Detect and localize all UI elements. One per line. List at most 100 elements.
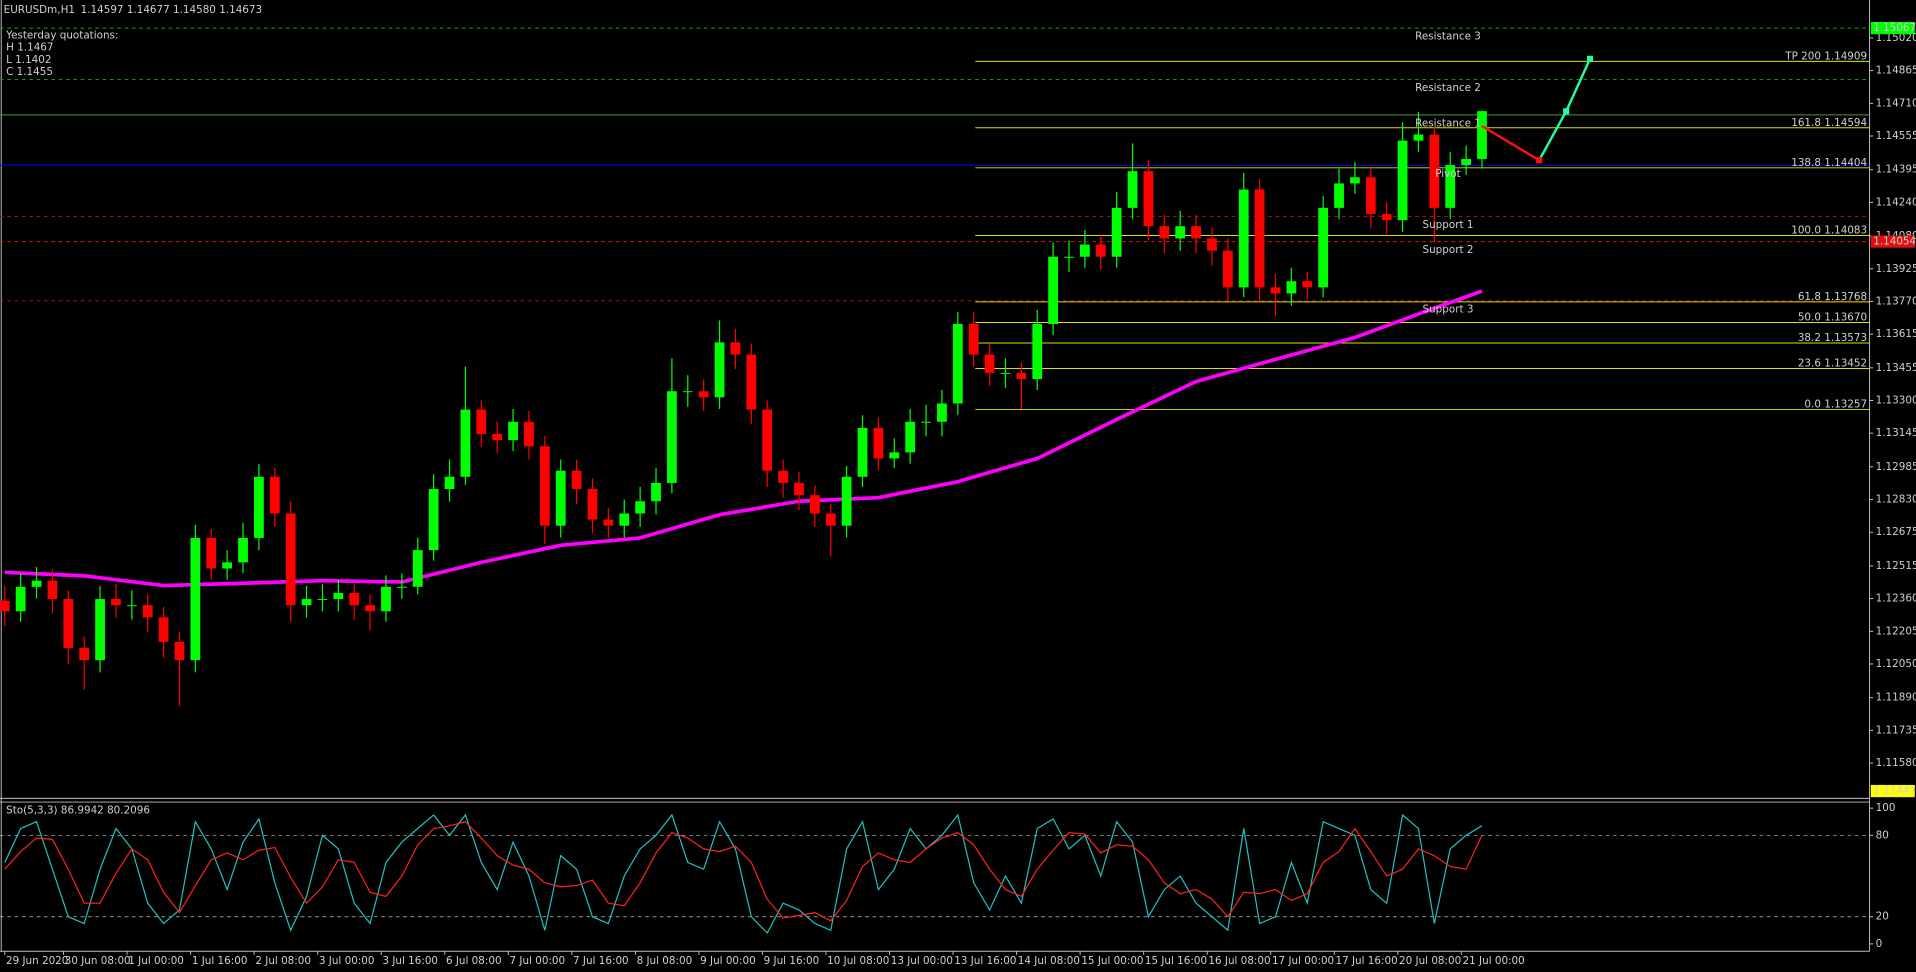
candle-body xyxy=(1365,177,1376,214)
x-tick-label: 16 Jul 08:00 xyxy=(1208,955,1270,967)
candle-body xyxy=(238,537,248,563)
projection-point xyxy=(1536,157,1543,164)
y-tick-label: 20 xyxy=(1876,911,1889,923)
candle-body xyxy=(396,586,407,588)
candle-body xyxy=(1429,134,1440,208)
candle-body xyxy=(254,476,264,538)
y-tick-label: 80 xyxy=(1876,829,1889,841)
candle-body xyxy=(571,470,582,490)
fib-level-label: 61.8 1.13768 xyxy=(1798,291,1867,303)
candle-body xyxy=(1477,111,1487,159)
candle-body xyxy=(142,605,153,618)
candle-body xyxy=(619,513,630,526)
candle-body xyxy=(1048,256,1059,324)
candle-body xyxy=(428,489,439,551)
x-tick-label: 1 Jul 16:00 xyxy=(192,955,248,967)
candle-body xyxy=(444,476,455,490)
candle-body xyxy=(508,421,518,441)
pivot-level-label: Resistance 2 xyxy=(1415,82,1481,94)
y-tick-label: 1.12050 xyxy=(1876,658,1916,670)
candle-body xyxy=(412,550,423,587)
candle-body xyxy=(984,354,995,373)
indicator-line xyxy=(4,813,1483,935)
x-tick-label: 8 Jul 08:00 xyxy=(637,955,693,967)
annotation: H 1.1467 xyxy=(6,42,53,54)
candle-body xyxy=(1111,207,1122,257)
pivot-level-label: Support 2 xyxy=(1423,244,1474,256)
candle-body xyxy=(285,513,296,606)
candle-body xyxy=(460,409,471,477)
y-tick-label: 1.14240 xyxy=(1876,196,1916,208)
candle-body xyxy=(873,427,884,459)
y-tick-label: 0 xyxy=(1876,938,1883,950)
indicator-title: Sto(5,3,3) 86.9942 80.2096 xyxy=(6,805,150,817)
candle-body xyxy=(31,580,42,587)
fib-level-label: 23.6 1.13452 xyxy=(1798,358,1867,370)
x-tick-label: 3 Jul 16:00 xyxy=(382,955,438,967)
candle-body xyxy=(381,586,391,612)
candle-body xyxy=(682,391,693,393)
candle-body xyxy=(1222,250,1233,288)
candle-body xyxy=(333,592,344,600)
price-label-box xyxy=(1870,784,1915,798)
x-tick-label: 3 Jul 00:00 xyxy=(319,955,375,967)
candle-body xyxy=(1461,158,1471,166)
candle-body xyxy=(635,501,646,514)
x-tick-label: 10 Jul 08:00 xyxy=(827,955,889,967)
candle-body xyxy=(0,600,10,612)
indicator-line xyxy=(4,821,1483,922)
fib-level-label: 0.0 1.13257 xyxy=(1804,399,1867,411)
candle-body xyxy=(937,403,947,422)
fib-level-label: 100.0 1.14083 xyxy=(1791,225,1867,237)
x-tick-label: 6 Jul 08:00 xyxy=(446,955,502,967)
candle-body xyxy=(492,434,503,441)
candle-body xyxy=(1143,171,1154,227)
pivot-level-label: Resistance 3 xyxy=(1415,31,1481,43)
x-tick-label: 13 Jul 16:00 xyxy=(954,955,1016,967)
fib-level-label: 38.2 1.13573 xyxy=(1798,332,1867,344)
candle-body xyxy=(1397,140,1408,221)
candle-body xyxy=(667,391,677,483)
candle-body xyxy=(222,562,233,569)
candle-body xyxy=(539,446,550,526)
candle-body xyxy=(555,470,566,526)
candle-body xyxy=(714,342,725,398)
projection-segment xyxy=(1538,110,1568,161)
fib-level-label: TP 200 1.14909 xyxy=(1784,50,1867,62)
candle-body xyxy=(1175,226,1186,239)
candle-body xyxy=(1445,165,1456,208)
candle-body xyxy=(47,580,58,600)
candle-body xyxy=(778,470,788,483)
pivot-level-label: Support 1 xyxy=(1423,219,1474,231)
candle-body xyxy=(95,599,105,661)
candle-body xyxy=(968,323,979,355)
projection-segment xyxy=(1481,125,1540,162)
candle-body xyxy=(1064,256,1074,258)
candle-body xyxy=(206,537,217,569)
annotation: L 1.1402 xyxy=(6,54,51,66)
x-tick-label: 9 Jul 16:00 xyxy=(764,955,820,967)
candle-body xyxy=(111,599,121,606)
pivot-level-label: Resistance 1 xyxy=(1415,117,1481,129)
candle-body xyxy=(730,342,741,355)
candle-body xyxy=(63,599,74,648)
candle-body xyxy=(1032,323,1043,380)
candle-body xyxy=(762,409,773,471)
candle-body xyxy=(126,605,137,607)
candle-body xyxy=(1207,238,1217,251)
y-tick-label: 1.12515 xyxy=(1876,560,1916,572)
x-tick-label: 15 Jul 16:00 xyxy=(1145,955,1207,967)
moving-average xyxy=(4,289,1483,588)
x-tick-label: 2 Jul 08:00 xyxy=(255,955,311,967)
candle-body xyxy=(269,476,280,514)
candle-body xyxy=(603,519,614,526)
y-tick-label: 100 xyxy=(1876,802,1896,814)
y-tick-label: 1.13615 xyxy=(1876,328,1916,340)
candle-body xyxy=(587,489,598,520)
candle-body xyxy=(1286,281,1297,294)
x-tick-label: 13 Jul 00:00 xyxy=(891,955,953,967)
candle-body xyxy=(1350,177,1360,184)
annotation: C 1.1455 xyxy=(6,66,53,78)
price-label: 1.11447 xyxy=(1873,785,1916,797)
